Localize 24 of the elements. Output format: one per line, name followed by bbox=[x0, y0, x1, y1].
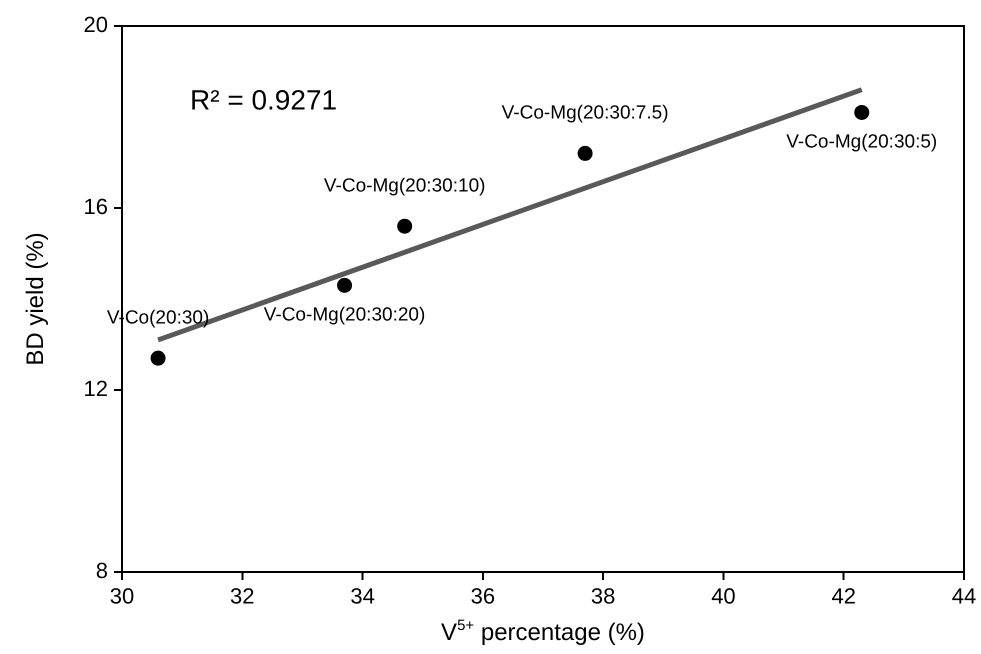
annotation: V-Co-Mg(20:30:7.5) bbox=[502, 102, 669, 124]
y-tick-label: 12 bbox=[84, 376, 108, 402]
x-tick-label: 34 bbox=[350, 583, 375, 608]
y-tick-label: 16 bbox=[84, 194, 108, 220]
annotation: V-Co-Mg(20:30:5) bbox=[786, 132, 938, 153]
x-tick-label: 42 bbox=[831, 583, 856, 608]
x-axis-title: V$^{5+}$ percentage (%) bbox=[440, 617, 646, 647]
point bbox=[578, 146, 593, 161]
x-tick-label: 30 bbox=[110, 583, 134, 608]
point bbox=[150, 350, 166, 366]
x-tick-label: 38 bbox=[590, 583, 616, 608]
point bbox=[854, 104, 870, 120]
x-tick-label: 32 bbox=[230, 583, 255, 608]
x-tick-label: 44 bbox=[952, 583, 976, 608]
point bbox=[397, 218, 412, 234]
point bbox=[337, 278, 352, 293]
annotation: V-Co-Mg(20:30:10) bbox=[324, 175, 486, 196]
y-axis-title: BD yield (%) bbox=[22, 232, 50, 366]
y-tick-label: 20 bbox=[84, 12, 108, 38]
annotation: R² = 0.9271 bbox=[190, 84, 338, 116]
annotation: V-Co-Mg(20:30:20) bbox=[264, 304, 426, 326]
x-tick-label: 40 bbox=[711, 583, 736, 608]
x-tick-label: 36 bbox=[470, 583, 496, 608]
y-tick-label: 8 bbox=[96, 558, 108, 584]
